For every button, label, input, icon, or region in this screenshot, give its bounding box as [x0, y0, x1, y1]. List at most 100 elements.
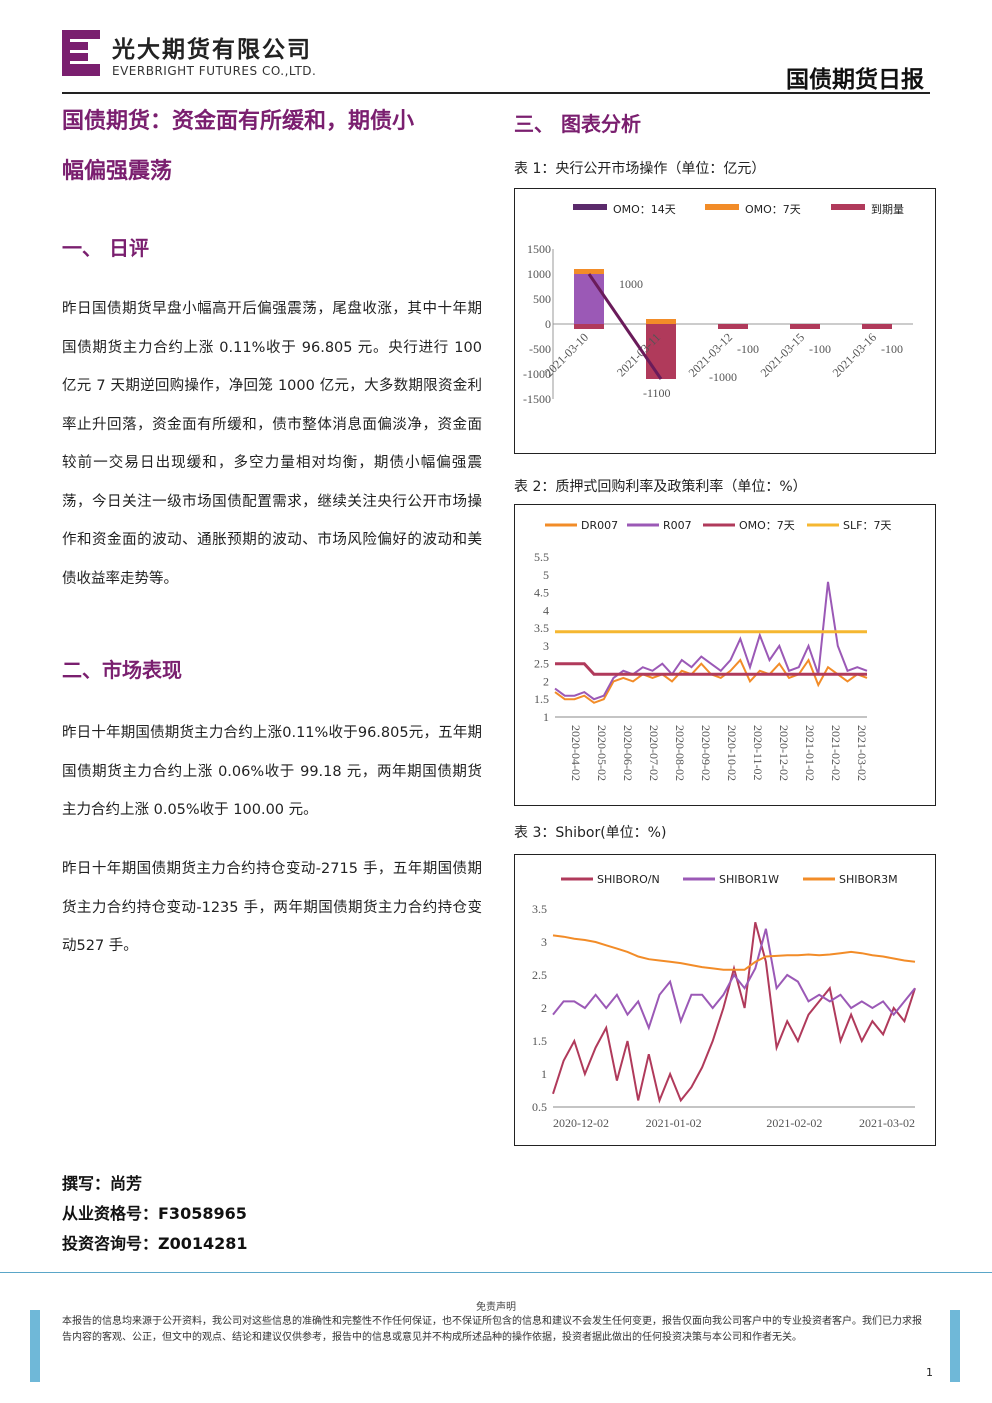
legend-swatch — [831, 204, 865, 210]
y-tick-label: -500 — [529, 342, 551, 356]
y-tick-label: 3.5 — [532, 902, 547, 916]
x-tick-label: 2020-12-02 — [777, 725, 791, 781]
section-1-title: 一、 日评 — [62, 236, 149, 260]
license-number: 从业资格号：F3058965 — [62, 1204, 247, 1223]
y-tick-label: 1.5 — [534, 692, 549, 706]
market-performance-paragraph: 昨日十年期国债期货主力合约上涨0.11%收于96.805元，五年期国债期货主力合… — [62, 725, 482, 818]
bar-maturity — [790, 324, 820, 329]
y-tick-label: 500 — [533, 292, 551, 306]
series-line-OMO：7天 — [555, 662, 867, 676]
x-tick-label: 2021-03-16 — [830, 330, 879, 379]
x-tick-label: 2020-07-02 — [647, 725, 661, 781]
daily-comment-paragraph: 昨日国债期货早盘小幅高开后偏强震荡，尾盘收涨，其中十年期国债期货主力合约上涨 0… — [62, 301, 482, 587]
y-tick-label: 1000 — [527, 267, 551, 281]
repo-rate-line-chart: DR007 R007 OMO：7天 SLF：7天 5.5 5 4.5 4 3.5 3 2.5 2 1.5… — [514, 504, 936, 806]
x-tick-label: 2020-05-02 — [595, 725, 609, 781]
x-tick-label: 2021-02-02 — [766, 1116, 822, 1130]
y-tick-label: 2 — [541, 1001, 547, 1015]
legend-label: R007 — [663, 519, 692, 532]
legend-swatch — [705, 204, 739, 210]
page-number: 1 — [926, 1366, 933, 1379]
main-title-line-2: 幅偏强震荡 — [62, 159, 173, 184]
y-tick-label: 4.5 — [534, 586, 549, 600]
bar-0 — [574, 274, 604, 324]
y-tick-label: 4 — [543, 603, 549, 617]
legend-label: SHIBOR1W — [719, 873, 779, 886]
bar-1 — [646, 319, 676, 324]
y-tick-label: 3 — [541, 935, 547, 949]
legend-label: SLF：7天 — [843, 519, 891, 532]
disclaimer-title: 免责声明 — [476, 1302, 516, 1313]
y-tick-label: 3 — [543, 639, 549, 653]
y-tick-label: 1.5 — [532, 1034, 547, 1048]
header-divider — [62, 92, 930, 94]
y-tick-label: 0 — [545, 317, 551, 331]
document-title: 国债期货日报 — [786, 67, 924, 93]
legend-swatch — [573, 204, 607, 210]
y-tick-label: 5 — [543, 568, 549, 582]
y-tick-label: 2.5 — [534, 657, 549, 671]
position-change-paragraph: 昨日十年期国债期货主力合约持仓变动-2715 手，五年期国债期货主力合约持仓变动… — [62, 861, 482, 954]
y-tick-label: -1000 — [523, 367, 551, 381]
company-name-cn: 光大期货有限公司 — [112, 37, 312, 63]
y-tick-label: 0.5 — [532, 1100, 547, 1114]
x-tick-label: 2020-09-02 — [699, 725, 713, 781]
author: 撰写：尚芳 — [62, 1174, 143, 1193]
y-tick-label: 1500 — [527, 242, 551, 256]
legend-label: DR007 — [581, 519, 618, 532]
disclaimer-text: 本报告的信息均来源于公开资料，我公司对这些信息的准确性和完整性不作任何保证，也不… — [62, 1316, 922, 1343]
main-title-line-1: 国债期货：资金面有所缓和，期债小 — [62, 109, 415, 134]
bar-maturity — [718, 324, 748, 329]
chart-2-caption: 表 2：质押式回购利率及政策利率（单位：%） — [514, 479, 807, 495]
x-tick-label: 2020-10-02 — [725, 725, 739, 781]
series-line-SHIBOR3M — [552, 934, 916, 971]
x-tick-label: 2020-11-02 — [751, 725, 765, 781]
y-tick-label: 3.5 — [534, 621, 549, 635]
data-label: -100 — [881, 342, 903, 356]
x-tick-label: 2021-03-15 — [758, 330, 807, 379]
legend-label: SHIBORO/N — [597, 873, 660, 886]
data-label: -1100 — [643, 386, 671, 400]
y-tick-label: 1 — [541, 1067, 547, 1081]
data-label: -100 — [809, 342, 831, 356]
bar-maturity — [574, 324, 604, 329]
shibor-line-chart: SHIBORO/N SHIBOR1W SHIBOR3M 3.5 3 2.5 2 1.5 1 0.5… — [514, 854, 936, 1146]
advisory-number: 投资咨询号：Z0014281 — [62, 1234, 248, 1253]
section-2-title: 二、市场表现 — [62, 658, 182, 682]
footer-divider — [0, 1272, 992, 1273]
y-tick-label: 2 — [543, 674, 549, 688]
omo-14d-line — [587, 273, 663, 380]
x-tick-label: 2021-03-02 — [859, 1116, 915, 1130]
legend-label: OMO：7天 — [739, 519, 795, 532]
chart-3-caption: 表 3：Shibor(单位：%) — [514, 825, 667, 841]
legend-label: SHIBOR3M — [839, 873, 898, 886]
legend-label: 到期量 — [871, 203, 904, 216]
bar-maturity — [646, 324, 676, 379]
x-tick-label: 2021-01-02 — [803, 725, 817, 781]
data-label: -1000 — [709, 370, 737, 384]
x-tick-label: 2021-01-02 — [646, 1116, 702, 1130]
x-tick-label: 2020-12-02 — [553, 1116, 609, 1130]
series-line-SHIBOR1W — [552, 928, 916, 1031]
x-tick-label: 2020-06-02 — [621, 725, 635, 781]
data-label: -100 — [737, 342, 759, 356]
company-name-en: EVERBRIGHT FUTURES CO.,LTD. — [112, 64, 317, 78]
legend-label: OMO：7天 — [745, 203, 801, 216]
x-tick-label: 2021-02-02 — [829, 725, 843, 781]
y-tick-label: 5.5 — [534, 550, 549, 564]
bar-1 — [574, 269, 604, 274]
x-tick-label: 2021-03-02 — [855, 725, 869, 781]
omo-bar-chart: OMO：14天 OMO：7天 到期量 1500 1000 500 0 -500 -1000 -15… — [514, 188, 936, 454]
data-label: 1000 — [619, 277, 643, 291]
x-tick-label: 2020-04-02 — [569, 725, 583, 781]
y-tick-label: 1 — [543, 710, 549, 724]
company-logo-icon — [62, 30, 100, 76]
series-line-SHIBORO/N — [552, 921, 916, 1104]
x-tick-label: 2020-08-02 — [673, 725, 687, 781]
footer-left-bar — [30, 1310, 40, 1382]
section-3-title: 三、 图表分析 — [514, 112, 641, 136]
y-tick-label: 2.5 — [532, 968, 547, 982]
y-tick-label: -1500 — [523, 392, 551, 406]
bar-maturity — [862, 324, 892, 329]
series-line-R007 — [554, 581, 868, 701]
